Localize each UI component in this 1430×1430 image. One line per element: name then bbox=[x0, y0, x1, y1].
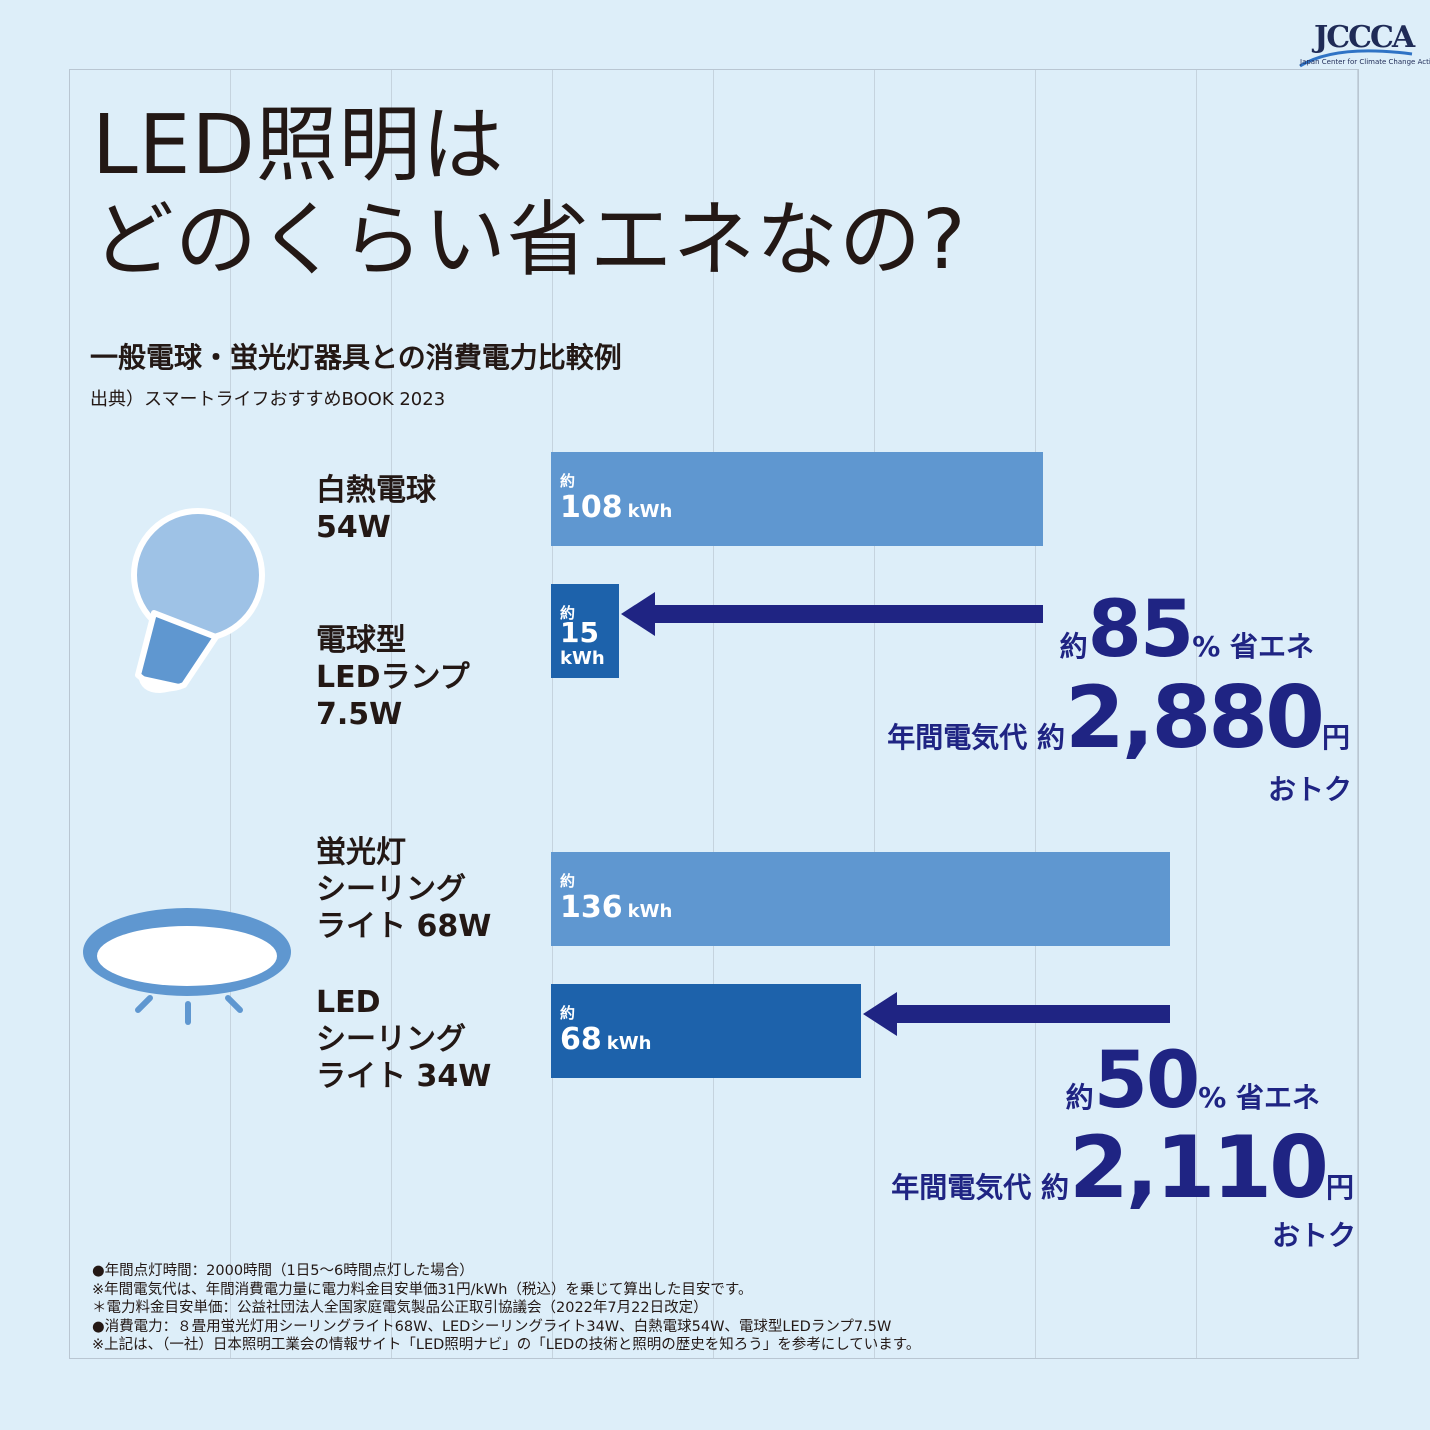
bar-approx-label: 約 bbox=[560, 604, 576, 622]
bar-incandescent: 約 108 kWh bbox=[551, 452, 1043, 546]
saving-percent-value: 50 bbox=[1093, 1036, 1201, 1126]
footnote: ●年間点灯時間：2000時間（1日5～6時間点灯した場合） bbox=[92, 1263, 474, 1279]
bar-led-ceiling: 約 68 kWh bbox=[551, 984, 861, 1078]
reduction-arrow-1 bbox=[653, 605, 1043, 623]
cost-label: 年間電気代 約 bbox=[887, 721, 1065, 754]
logo-swoosh-icon bbox=[1299, 49, 1413, 68]
ceiling-light-icon bbox=[83, 908, 291, 1025]
reduction-arrow-2 bbox=[894, 1005, 1170, 1023]
source-note: 出典）スマートライフおすすめBOOK 2023 bbox=[90, 389, 446, 410]
bar-value-label: 136 kWh bbox=[560, 890, 672, 925]
cost-yen: 円 bbox=[1321, 721, 1350, 754]
bar-value: 136 bbox=[560, 890, 623, 925]
bar-value-label: 108 kWh bbox=[560, 490, 672, 525]
arrow-head-icon bbox=[621, 592, 656, 636]
otoku-1: おトク bbox=[1267, 773, 1352, 806]
logo-subtitle: Japan Center for Climate Change Actions bbox=[1300, 58, 1430, 66]
saving-percent-suffix: % 省エネ bbox=[1198, 1081, 1320, 1114]
footnote: ●消費電力：８畳用蛍光灯用シーリングライト68W、LEDシーリングライト34W、… bbox=[92, 1318, 892, 1335]
page-title: LED照明は どのくらい省エネなの? bbox=[92, 98, 967, 288]
saving-percent-1: 約85% 省エネ bbox=[1060, 585, 1314, 675]
bar-fluorescent-ceiling: 約 136 kWh bbox=[551, 852, 1170, 946]
light-bulb-icon bbox=[131, 508, 265, 693]
label-fluorescent-ceiling: 蛍光灯 シーリング ライト 68W bbox=[316, 835, 492, 944]
bar-unit: kWh bbox=[560, 648, 605, 669]
label-led-bulb: 電球型 LEDランプ 7.5W bbox=[316, 623, 470, 732]
bar-value-label: 68 kWh bbox=[560, 1022, 651, 1057]
cost-value: 2,110 bbox=[1068, 1118, 1329, 1218]
bar-value-label: 15 kWh bbox=[560, 618, 605, 682]
title-line-2: どのくらい省エネなの? bbox=[92, 193, 967, 288]
bar-unit: kWh bbox=[627, 501, 673, 522]
bar-approx-label: 約 bbox=[560, 472, 576, 490]
footnote: ※年間電気代は、年間消費電力量に電力料金目安単価31円/kWh（税込）を乗じて算… bbox=[92, 1281, 753, 1298]
bar-led-bulb: 約 15 kWh bbox=[551, 584, 620, 678]
cost-value: 2,880 bbox=[1064, 668, 1325, 768]
label-led-ceiling: LED シーリング ライト 34W bbox=[316, 985, 492, 1094]
title-line-1: LED照明は bbox=[92, 98, 505, 193]
saving-cost-1: 年間電気代 約2,880円 bbox=[887, 668, 1350, 768]
saving-percent-suffix: % 省エネ bbox=[1192, 630, 1314, 663]
saving-cost-2: 年間電気代 約2,110円 bbox=[891, 1118, 1354, 1218]
bar-value: 15 bbox=[560, 616, 599, 649]
otoku-2: おトク bbox=[1271, 1219, 1356, 1252]
footnote: ＊電力料金目安単価：公益社団法人全国家庭電気製品公正取引協議会（2022年7月2… bbox=[92, 1300, 708, 1316]
bar-unit: kWh bbox=[606, 1033, 652, 1054]
arrow-head-icon bbox=[862, 992, 897, 1036]
cost-yen: 円 bbox=[1325, 1171, 1354, 1204]
saving-prefix: 約 bbox=[1065, 1081, 1094, 1114]
footnotes: ●年間点灯時間：2000時間（1日5～6時間点灯した場合） ※年間電気代は、年間… bbox=[92, 1262, 920, 1355]
chart-frame bbox=[69, 69, 1359, 1359]
cost-label: 年間電気代 約 bbox=[891, 1171, 1069, 1204]
bar-approx-label: 約 bbox=[560, 1004, 576, 1022]
saving-percent-value: 85 bbox=[1087, 585, 1195, 675]
bar-unit: kWh bbox=[627, 901, 673, 922]
jccca-logo: JCCCA Japan Center for Climate Change Ac… bbox=[1296, 14, 1430, 70]
saving-percent-2: 約50% 省エネ bbox=[1066, 1036, 1320, 1126]
bar-value: 108 bbox=[560, 490, 623, 525]
saving-prefix: 約 bbox=[1059, 630, 1088, 663]
footnote: ※上記は、（一社）日本照明工業会の情報サイト「LED照明ナビ」の「LEDの技術と… bbox=[92, 1337, 921, 1353]
chart-subtitle: 一般電球・蛍光灯器具との消費電力比較例 bbox=[90, 341, 622, 374]
label-incandescent: 白熱電球 54W bbox=[316, 473, 436, 545]
bar-value: 68 bbox=[560, 1022, 602, 1057]
logo-mark: JCCCA bbox=[1314, 20, 1415, 55]
bar-approx-label: 約 bbox=[560, 872, 576, 890]
